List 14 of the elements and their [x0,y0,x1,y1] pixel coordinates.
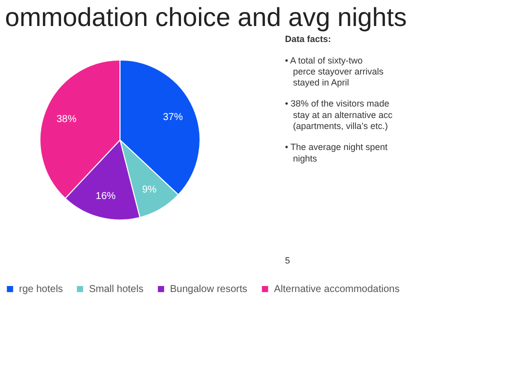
legend-label: Bungalow resorts [170,284,248,296]
text: • The average night spent nights [285,142,388,164]
text: • 38% of the visitors made stay at an alternative acc (apartments, villa’s etc.) [285,98,394,131]
chart-title: ommodation choice and avg nights [5,2,407,32]
text: Data facts: [285,34,332,44]
legend-label: rge hotels [19,284,63,296]
legend-label: Alternative accommodations [274,284,400,296]
data-label: 16% [96,190,116,202]
text: • A total of sixty-two perce stayover arrivals stayed in April [285,55,384,88]
legend-label: Small hotels [89,284,144,296]
data-label: 37% [162,112,183,124]
data-label: 38% [56,114,77,125]
text: 5 [285,255,290,266]
data-label: 9% [142,184,157,196]
